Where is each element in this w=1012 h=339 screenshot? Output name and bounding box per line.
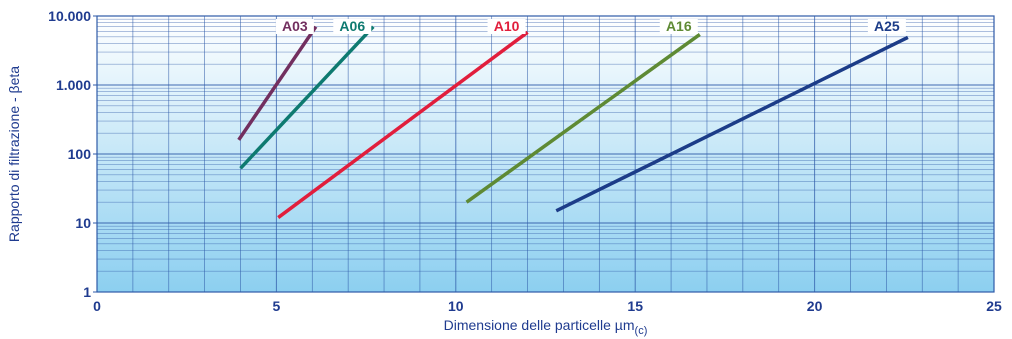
series-line: [237, 25, 318, 141]
x-axis-title-main: Dimensione delle particelle µm: [444, 317, 635, 333]
series-label-background: [659, 19, 698, 34]
series-label-background: [487, 19, 526, 34]
y-tick-label: 100: [68, 146, 92, 162]
series-label-background: [333, 19, 372, 34]
series-label: A25: [874, 18, 900, 34]
y-axis-ticks: 1 10 100 1.000 10.000: [48, 8, 97, 300]
series-label: A03: [282, 18, 308, 34]
y-axis-title: Rapporto di filtrazione - βeta: [6, 66, 22, 242]
series-a06: A06: [239, 18, 375, 170]
series-a25: A25: [555, 18, 909, 213]
series-line: [465, 33, 701, 204]
series-a16: A16: [465, 18, 701, 204]
series-line: [239, 25, 375, 170]
series-layer: A03 A06 A10 A16 A25: [237, 18, 909, 219]
x-tick-label: 5: [273, 298, 281, 314]
x-axis-ticks: 0 5 10 15 20 25: [93, 298, 1002, 314]
x-tick-label: 25: [986, 298, 1002, 314]
series-label-background: [275, 19, 314, 34]
grid: [96, 16, 995, 293]
series-line: [277, 30, 529, 219]
series-a03: A03: [237, 18, 318, 141]
y-tick-label: 10.000: [48, 8, 91, 24]
series-label: A16: [666, 18, 692, 34]
x-axis-title-subscript: (c): [635, 325, 648, 337]
series-label: A10: [494, 18, 520, 34]
y-tick-label: 10: [75, 215, 91, 231]
series-label: A06: [339, 18, 365, 34]
y-tick-label: 1: [83, 284, 91, 300]
x-axis-title: Dimensione delle particelle µm(c): [444, 317, 648, 337]
series-label-background: [867, 19, 906, 34]
series-line: [555, 35, 909, 213]
x-tick-label: 20: [807, 298, 823, 314]
series-a10: A10: [277, 18, 529, 219]
x-tick-label: 15: [627, 298, 643, 314]
y-tick-label: 1.000: [56, 77, 91, 93]
x-tick-label: 0: [93, 298, 101, 314]
x-tick-label: 10: [448, 298, 464, 314]
